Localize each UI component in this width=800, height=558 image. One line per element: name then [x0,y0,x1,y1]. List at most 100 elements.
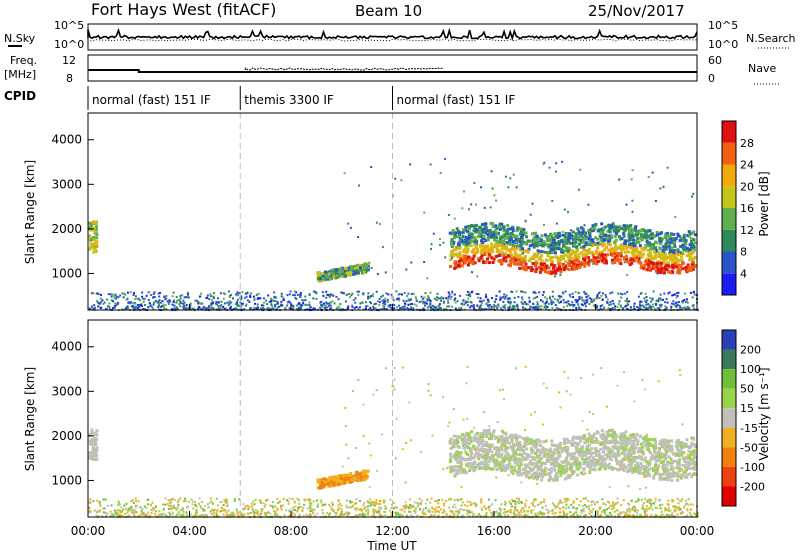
data-cell [524,258,527,261]
data-cell [521,247,524,250]
data-cell [567,250,570,253]
data-cell [573,243,576,246]
data-cell [438,297,440,299]
nsky-label: N.Sky [4,32,36,45]
data-cell [481,241,484,244]
data-cell [652,306,654,308]
data-cell [478,293,480,295]
data-cell [634,229,637,232]
data-cell [250,293,252,295]
data-cell [228,290,230,292]
data-cell [290,290,292,292]
data-cell [477,235,480,238]
data-cell [601,511,603,513]
data-cell [668,507,670,509]
data-cell [612,263,614,265]
data-cell [624,300,626,302]
data-cell [209,293,211,295]
data-cell [519,261,521,263]
data-cell [177,504,179,506]
data-cell [409,504,411,506]
data-cell [384,505,386,507]
data-cell [434,298,436,300]
data-cell [461,207,463,209]
data-cell [458,307,460,309]
data-cell [677,264,680,267]
data-cell [321,509,323,511]
data-cell [688,230,691,233]
data-cell [573,500,575,502]
data-cell [469,501,471,503]
data-cell [599,508,601,510]
data-cell [510,509,512,511]
data-cell [557,300,559,302]
data-cell [670,254,673,257]
data-cell [251,505,253,507]
data-cell [637,510,639,512]
data-cell [237,299,239,301]
data-cell [177,501,179,503]
data-cell [365,510,367,512]
data-cell [223,514,225,516]
data-cell [487,238,490,241]
data-cell [530,510,532,512]
data-cell [636,233,639,236]
data-cell [607,307,609,309]
data-cell [503,225,506,228]
data-cell [369,503,371,505]
data-cell [221,507,223,509]
data-cell [460,508,462,510]
data-cell [404,511,406,513]
data-cell [659,504,661,506]
data-cell [188,296,190,298]
data-cell [410,262,412,264]
data-cell [598,255,600,257]
data-cell [135,500,137,502]
data-cell [689,243,692,246]
data-cell [499,291,501,293]
data-cell [500,503,502,505]
data-cell [251,503,253,505]
data-cell [522,228,525,231]
data-cell [242,508,244,510]
data-cell [579,261,582,264]
data-cell [515,514,517,516]
data-cell [636,306,638,308]
data-cell [539,271,542,274]
data-cell [282,505,284,507]
data-cell [250,512,252,514]
data-cell [555,162,557,164]
data-cell [226,512,228,514]
date-label: 25/Nov/2017 [588,2,685,20]
data-cell [368,262,370,264]
data-cell [135,295,137,297]
data-cell [370,505,372,507]
data-cell [571,304,573,306]
data-cell [557,247,560,250]
data-cell [243,503,245,505]
data-cell [172,498,174,500]
data-cell [369,498,371,500]
data-cell [469,510,471,512]
data-cell [406,300,408,302]
data-cell [584,234,587,237]
data-cell [629,511,631,513]
noise-sky-line [88,30,697,39]
data-cell [404,505,406,507]
data-cell [360,508,362,510]
data-cell [607,243,610,246]
data-cell [184,306,186,308]
data-cell [620,306,622,308]
data-cell [423,212,425,214]
data-cell [347,306,349,308]
data-cell [664,243,667,246]
data-cell [281,293,283,295]
data-cell [503,512,505,514]
data-cell [447,299,449,301]
data-cell [135,497,137,499]
data-cell [414,501,416,503]
data-cell [290,509,292,511]
data-cell [645,307,647,309]
data-cell [254,503,256,505]
data-cell [569,294,571,296]
